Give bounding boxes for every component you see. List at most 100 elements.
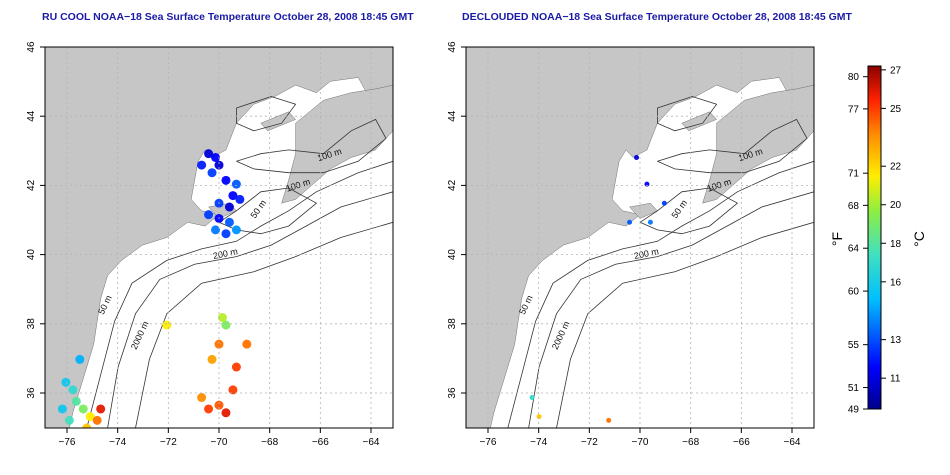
- x-tick-label: −66: [733, 437, 750, 448]
- colorbar-f-tick-label: 77: [848, 104, 860, 115]
- sst-pixel-cluster: [634, 154, 640, 160]
- sst-pixel-cluster: [207, 354, 217, 364]
- sst-pixel-cluster: [64, 415, 74, 425]
- right-map-title: DECLOUDED NOAA−18 Sea Surface Temperatur…: [462, 11, 852, 23]
- colorbar-f-tick-label: 80: [848, 72, 860, 83]
- sst-pixel-cluster: [211, 225, 221, 235]
- colorbar-c-tick-label: 25: [890, 104, 902, 115]
- bathymetry-contour: [135, 221, 393, 428]
- sst-pixel-cluster: [661, 200, 667, 206]
- x-tick-label: −76: [480, 437, 497, 448]
- colorbar-f-tick-label: 49: [848, 405, 860, 416]
- colorbar-f-tick-label: 64: [848, 244, 860, 255]
- sst-pixel-cluster: [96, 404, 106, 414]
- colorbar-f-tick-label: 71: [848, 169, 860, 180]
- y-tick-label: 36: [26, 387, 37, 399]
- sst-pixel-cluster: [235, 194, 245, 204]
- bathymetry-contour: [86, 160, 393, 428]
- sst-pixel-cluster: [207, 168, 217, 178]
- sst-pixel-cluster: [221, 175, 231, 185]
- x-tick-label: −72: [160, 437, 177, 448]
- bathymetry-contour: [218, 187, 318, 235]
- y-tick-label: 36: [447, 387, 458, 399]
- colorbar-celsius-label: °C: [911, 231, 927, 247]
- x-tick-label: −72: [581, 437, 598, 448]
- sst-pixel-cluster: [197, 160, 207, 170]
- sst-pixel-cluster: [536, 414, 542, 420]
- y-tick-label: 40: [447, 249, 458, 261]
- sst-pixel-cluster: [92, 415, 102, 425]
- temperature-colorbar: 80 77 71 68 64 60 55 51 49 27 25 22 20 18 16 13 11 °F °C: [829, 65, 927, 415]
- sst-pixel-cluster: [214, 400, 224, 410]
- bathymetry-contour: [107, 191, 393, 428]
- x-tick-label: −68: [682, 437, 699, 448]
- sst-pixel-cluster: [68, 385, 78, 395]
- colorbar-f-tick-label: 60: [848, 287, 860, 298]
- bathymetry-contour: [657, 96, 718, 132]
- sst-pixel-cluster: [231, 225, 241, 235]
- sst-pixel-cluster: [75, 354, 85, 364]
- sst-pixel-cluster: [162, 320, 172, 330]
- sst-pixel-cluster: [627, 219, 633, 225]
- y-tick-label: 42: [26, 179, 37, 191]
- colorbar-c-tick-label: 18: [890, 239, 902, 250]
- colorbar-c-tick-label: 11: [890, 374, 901, 385]
- colorbar-fahrenheit-label: °F: [829, 232, 845, 246]
- sst-pixel-cluster: [644, 181, 650, 187]
- sst-pixel-cluster: [647, 219, 653, 225]
- y-tick-label: 38: [26, 318, 37, 330]
- bathymetry-contour: [507, 160, 814, 428]
- sst-pixel-cluster: [242, 339, 252, 349]
- x-tick-label: −64: [363, 437, 380, 448]
- sst-pixel-cluster: [214, 339, 224, 349]
- y-tick-label: 46: [26, 41, 37, 53]
- sst-pixel-cluster: [204, 404, 214, 414]
- sst-pixel-cluster: [224, 202, 234, 212]
- sst-pixel-cluster: [71, 396, 81, 406]
- sst-pixel-cluster: [221, 229, 231, 239]
- x-tick-label: −70: [211, 437, 228, 448]
- bathymetry-contour: [528, 191, 814, 428]
- colorbar-c-tick-label: 16: [890, 277, 902, 288]
- sst-pixel-cluster: [224, 217, 234, 227]
- sst-pixel-cluster: [78, 404, 88, 414]
- colorbar-gradient: [867, 65, 882, 410]
- y-tick-label: 40: [26, 249, 37, 261]
- colorbar-c-tick-label: 13: [890, 335, 902, 346]
- land-mass-north-america: [466, 47, 814, 428]
- sst-pixel-cluster: [61, 377, 71, 387]
- sst-pixel-cluster: [231, 179, 241, 189]
- sst-pixel-cluster: [217, 313, 227, 323]
- sst-pixel-cluster: [529, 395, 535, 401]
- x-tick-label: −66: [312, 437, 329, 448]
- x-tick-label: −64: [784, 437, 801, 448]
- y-tick-label: 44: [447, 110, 458, 122]
- colorbar-c-tick-label: 22: [890, 162, 902, 173]
- land-mass-north-america: [45, 47, 393, 428]
- x-tick-label: −68: [261, 437, 278, 448]
- left-map-title: RU COOL NOAA−18 Sea Surface Temperature …: [42, 11, 414, 23]
- sst-pixel-cluster: [82, 423, 92, 428]
- bathymetry-contour: [236, 118, 387, 174]
- sst-pixel-cluster: [197, 393, 207, 403]
- bathymetry-contour: [657, 118, 808, 174]
- x-tick-label: −70: [632, 437, 649, 448]
- sst-pixel-cluster: [231, 362, 241, 372]
- y-tick-label: 46: [447, 41, 458, 53]
- y-tick-label: 38: [447, 318, 458, 330]
- x-tick-label: −76: [59, 437, 76, 448]
- x-tick-label: −74: [109, 437, 126, 448]
- sst-pixel-cluster: [228, 191, 238, 201]
- colorbar-c-tick-label: 27: [890, 65, 902, 76]
- sst-pixel-cluster: [204, 149, 214, 159]
- sst-pixel-cluster: [228, 385, 238, 395]
- x-tick-label: −74: [530, 437, 547, 448]
- bathymetry-contour: [236, 96, 297, 132]
- colorbar-c-tick-label: 20: [890, 200, 902, 211]
- bathymetry-contour: [556, 221, 814, 428]
